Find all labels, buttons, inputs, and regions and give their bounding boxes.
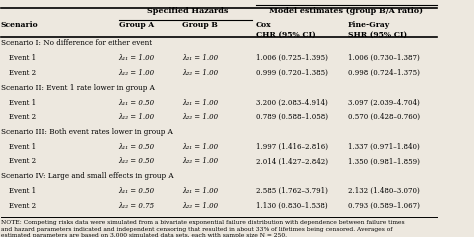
- Text: 3.200 (2.083–4.914): 3.200 (2.083–4.914): [256, 99, 328, 107]
- Text: λ₂₂ = 1.00: λ₂₂ = 1.00: [182, 157, 218, 165]
- Text: Event 1: Event 1: [9, 99, 36, 107]
- Text: Model estimates (group B/A ratio): Model estimates (group B/A ratio): [270, 7, 423, 15]
- Text: Scenario I: No difference for either event: Scenario I: No difference for either eve…: [0, 39, 152, 47]
- Text: λ₁₂ = 1.00: λ₁₂ = 1.00: [118, 113, 155, 121]
- Text: λ₂₁ = 1.00: λ₂₁ = 1.00: [182, 187, 218, 195]
- Text: Group A: Group A: [118, 21, 154, 29]
- Text: 0.789 (0.588–1.058): 0.789 (0.588–1.058): [256, 113, 328, 121]
- Text: λ₂₁ = 1.00: λ₂₁ = 1.00: [182, 54, 218, 62]
- Text: λ₂₁ = 1.00: λ₂₁ = 1.00: [182, 99, 218, 107]
- Text: λ₁₂ = 1.00: λ₁₂ = 1.00: [118, 69, 155, 77]
- Text: 3.097 (2.039–4.704): 3.097 (2.039–4.704): [347, 99, 419, 107]
- Text: λ₁₁ = 0.50: λ₁₁ = 0.50: [118, 187, 155, 195]
- Text: 1.350 (0.981–1.859): 1.350 (0.981–1.859): [347, 157, 419, 165]
- Text: Group B: Group B: [182, 21, 218, 29]
- Text: 1.006 (0.730–1.387): 1.006 (0.730–1.387): [347, 54, 419, 62]
- Text: 2.132 (1.480–3.070): 2.132 (1.480–3.070): [347, 187, 419, 195]
- Text: Event 1: Event 1: [9, 143, 36, 151]
- Text: 0.793 (0.589–1.067): 0.793 (0.589–1.067): [347, 202, 419, 210]
- Text: Event 2: Event 2: [9, 202, 36, 210]
- Text: Scenario: Scenario: [0, 21, 38, 29]
- Text: λ₁₂ = 0.50: λ₁₂ = 0.50: [118, 157, 155, 165]
- Text: Event 1: Event 1: [9, 187, 36, 195]
- Text: λ₁₁ = 1.00: λ₁₁ = 1.00: [118, 54, 155, 62]
- Text: λ₁₁ = 0.50: λ₁₁ = 0.50: [118, 99, 155, 107]
- Text: λ₁₁ = 0.50: λ₁₁ = 0.50: [118, 143, 155, 151]
- Text: Scenario II: Event 1 rate lower in group A: Scenario II: Event 1 rate lower in group…: [0, 83, 155, 91]
- Text: 1.130 (0.830–1.538): 1.130 (0.830–1.538): [256, 202, 328, 210]
- Text: 0.998 (0.724–1.375): 0.998 (0.724–1.375): [347, 69, 419, 77]
- Text: λ₁₂ = 0.75: λ₁₂ = 0.75: [118, 202, 155, 210]
- Text: Event 2: Event 2: [9, 113, 36, 121]
- Text: Event 2: Event 2: [9, 157, 36, 165]
- Text: Specified Hazards: Specified Hazards: [146, 7, 228, 15]
- Text: Scenario III: Both event rates lower in group A: Scenario III: Both event rates lower in …: [0, 128, 173, 136]
- Text: NOTE: Competing risks data were simulated from a bivariate exponential failure d: NOTE: Competing risks data were simulate…: [0, 220, 404, 237]
- Text: 1.337 (0.971–1.840): 1.337 (0.971–1.840): [347, 143, 419, 151]
- Text: Event 2: Event 2: [9, 69, 36, 77]
- Text: 0.570 (0.428–0.760): 0.570 (0.428–0.760): [347, 113, 419, 121]
- Text: 2.585 (1.762–3.791): 2.585 (1.762–3.791): [256, 187, 328, 195]
- Text: Event 1: Event 1: [9, 54, 36, 62]
- Text: λ₂₂ = 1.00: λ₂₂ = 1.00: [182, 69, 218, 77]
- Text: 2.014 (1.427–2.842): 2.014 (1.427–2.842): [256, 157, 328, 165]
- Text: λ₂₂ = 1.00: λ₂₂ = 1.00: [182, 202, 218, 210]
- Text: 1.006 (0.725–1.395): 1.006 (0.725–1.395): [256, 54, 328, 62]
- Text: Fine-Gray
SHR (95% CI): Fine-Gray SHR (95% CI): [347, 21, 407, 39]
- Text: 0.999 (0.720–1.385): 0.999 (0.720–1.385): [256, 69, 328, 77]
- Text: Scenario IV: Large and small effects in group A: Scenario IV: Large and small effects in …: [0, 172, 173, 180]
- Text: 1.997 (1.416–2.816): 1.997 (1.416–2.816): [256, 143, 328, 151]
- Text: λ₂₁ = 1.00: λ₂₁ = 1.00: [182, 143, 218, 151]
- Text: λ₂₂ = 1.00: λ₂₂ = 1.00: [182, 113, 218, 121]
- Text: Cox
CHR (95% CI): Cox CHR (95% CI): [256, 21, 316, 39]
